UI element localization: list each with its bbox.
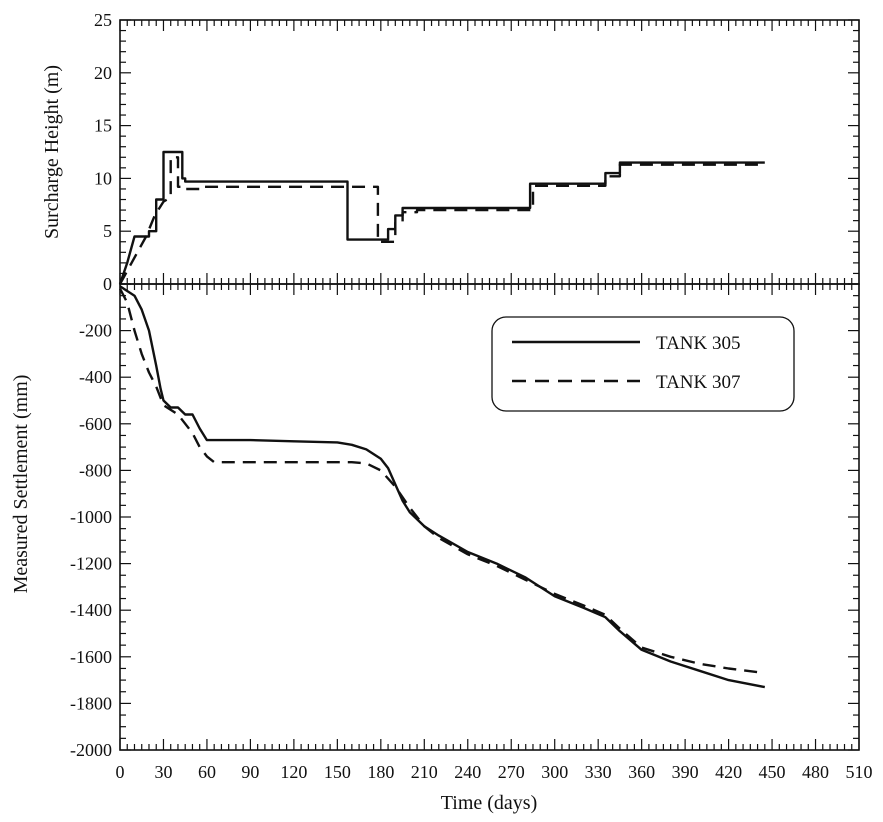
settlement-y-tick-label: -1800 (70, 693, 112, 713)
surcharge-y-tick-label: 5 (103, 221, 112, 241)
x-tick-label: 210 (411, 762, 438, 782)
settlement-y-tick-label: -1200 (70, 554, 112, 574)
x-tick-label: 420 (715, 762, 742, 782)
time-x-axis-label: Time (days) (441, 792, 537, 814)
legend-label-tank-307: TANK 307 (656, 372, 741, 393)
surcharge-height-y-axis-label: Surcharge Height (m) (41, 65, 63, 239)
x-tick-label: 240 (454, 762, 481, 782)
surcharge-y-tick-label: 0 (103, 274, 112, 294)
x-tick-label: 270 (498, 762, 525, 782)
surcharge-y-tick-label: 10 (94, 168, 112, 188)
settlement-y-tick-label: -1400 (70, 600, 112, 620)
x-tick-label: 180 (367, 762, 394, 782)
x-tick-labels: 0 30 60 90 120 150 180 210 240 270 300 330 360 390 420… (116, 762, 873, 782)
surcharge-series-tank-305 (118, 150, 765, 285)
legend-label-tank-305: TANK 305 (656, 333, 741, 354)
settlement-y-tick-label: -1000 (70, 507, 112, 527)
settlement-y-tick-label: -400 (79, 367, 112, 387)
surcharge-y-tick-label: 15 (94, 116, 112, 136)
x-tick-label: 60 (198, 762, 216, 782)
x-tick-label: 0 (116, 762, 125, 782)
settlement-y-tick-label: -2000 (70, 740, 112, 760)
x-tick-label: 360 (628, 762, 655, 782)
x-tick-label: 300 (541, 762, 568, 782)
settlement-series-tank-307 (118, 288, 765, 675)
x-tick-label: 510 (846, 762, 873, 782)
settlement-series-tank-305 (119, 285, 766, 689)
x-tick-label: 90 (241, 762, 259, 782)
x-tick-label: 450 (759, 762, 786, 782)
legend-box (491, 316, 795, 412)
surcharge-y-tick-label: 25 (94, 10, 112, 30)
settlement-y-tick-label: -600 (79, 414, 112, 434)
surcharge-plot-frame (119, 19, 860, 285)
settlement-y-tick-label: -200 (79, 321, 112, 341)
x-tick-label: 120 (280, 762, 307, 782)
x-tick-label: 390 (672, 762, 699, 782)
settlement-panel: -200 -400 -600 -800 -1000 -1200 -1400 -1600 -180… (70, 283, 860, 760)
surcharge-height-panel: 0 5 10 15 20 25 (94, 10, 860, 294)
settlement-y-tick-label: -800 (79, 460, 112, 480)
x-tick-label: 150 (324, 762, 351, 782)
x-tick-label: 480 (802, 762, 829, 782)
x-tick-label: 330 (585, 762, 612, 782)
surcharge-y-tick-label: 20 (94, 63, 112, 83)
x-tick-label: 30 (154, 762, 172, 782)
settlement-y-tick-label: -1600 (70, 647, 112, 667)
legend: TANK 305 TANK 307 (491, 316, 795, 412)
settlement-y-axis-label: Measured Settlement (mm) (10, 375, 32, 594)
surcharge-series-tank-307 (118, 156, 765, 285)
